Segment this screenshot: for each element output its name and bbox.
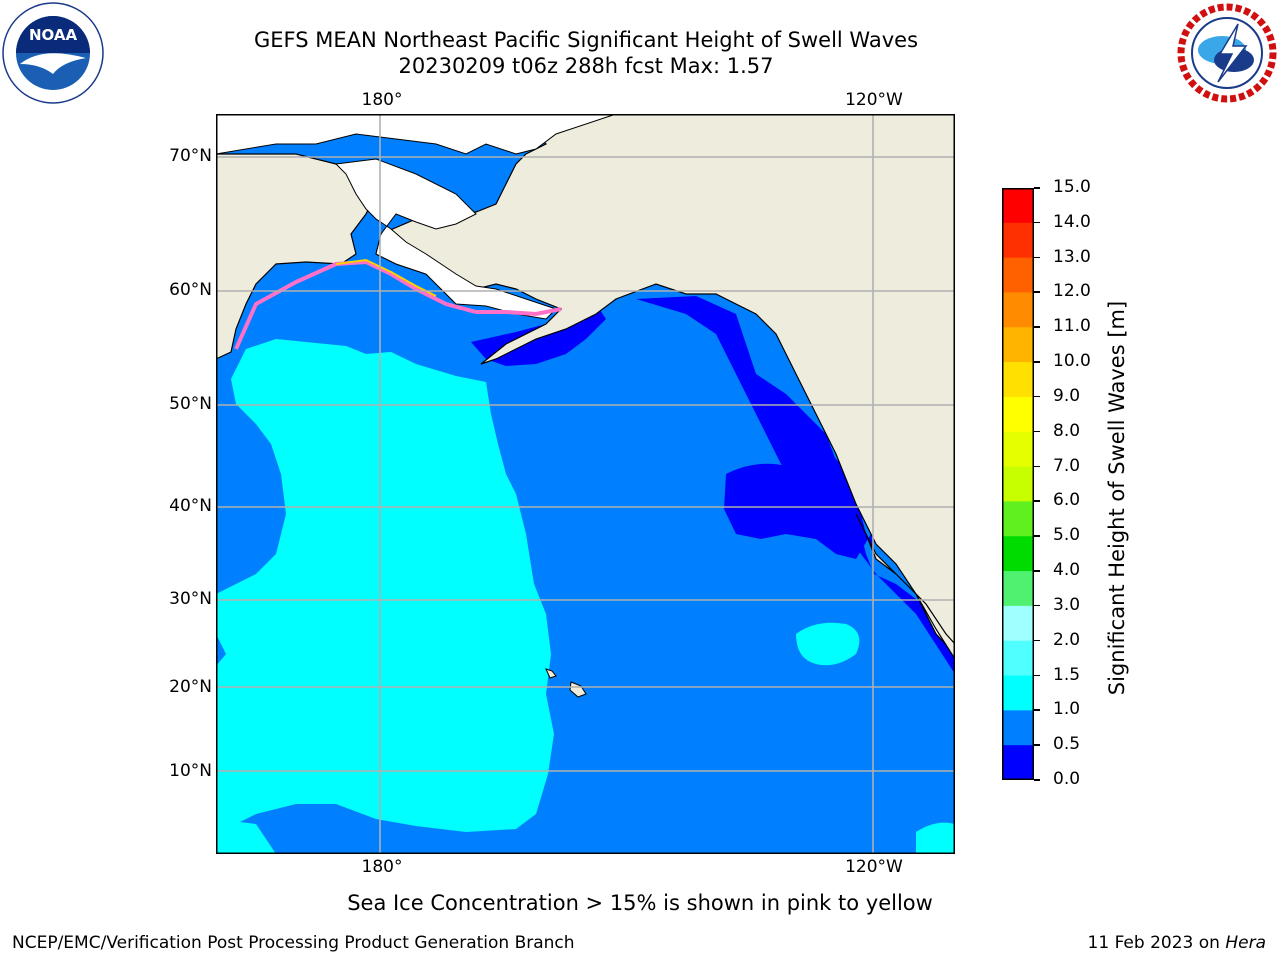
colorbar-tick-label: 0.5 [1053, 734, 1081, 755]
swell-deep-blue-coast [636, 296, 955, 674]
lat-label-40n: 40°N [169, 496, 212, 516]
map-title: GEFS MEAN Northeast Pacific Significant … [253, 28, 919, 52]
colorbar-segment [1002, 257, 1034, 293]
colorbar-tick-mark [1034, 535, 1040, 537]
lat-label-10n: 10°N [169, 761, 212, 781]
colorbar-segment [1002, 745, 1034, 781]
colorbar-tick-mark [1034, 604, 1040, 607]
footer-credit: NCEP/EMC/Verification Post Processing Pr… [12, 933, 575, 953]
swell-cyan-patch-sw [216, 819, 276, 854]
colorbar-tick-mark [1034, 187, 1040, 189]
colorbar-tick-mark [1034, 779, 1040, 781]
colorbar-segment [1002, 640, 1034, 677]
lon-label-bottom-120w: 120°W [845, 857, 903, 877]
colorbar-tick-mark [1034, 361, 1040, 363]
colorbar [1002, 188, 1034, 781]
lat-label-60n: 60°N [169, 280, 212, 300]
footer-date: 11 Feb 2023 on Hera [1088, 933, 1266, 953]
colorbar-segment [1002, 188, 1034, 224]
map-subtitle: 20230209 t06z 288h fcst Max: 1.57 [398, 54, 774, 78]
land-hawaii [545, 668, 587, 698]
colorbar-tick-mark [1034, 570, 1040, 572]
colorbar-segment [1002, 571, 1034, 607]
colorbar-tick-label: 5.0 [1053, 525, 1081, 546]
colorbar-tick-label: 7.0 [1053, 455, 1081, 476]
colorbar-segment [1002, 222, 1034, 259]
footer-date-text: 11 Feb 2023 on [1087, 933, 1226, 953]
colorbar-segment [1002, 292, 1034, 328]
nws-logo [1176, 2, 1278, 104]
colorbar-segment [1002, 675, 1034, 711]
colorbar-segment [1002, 605, 1034, 642]
colorbar-tick-label: 1.5 [1053, 664, 1081, 685]
colorbar-tick-label: 12.0 [1053, 281, 1091, 302]
map-frame [216, 114, 955, 854]
colorbar-tick-mark [1034, 500, 1040, 502]
lon-label-top-180: 180° [361, 90, 403, 110]
colorbar-tick-label: 1.0 [1053, 699, 1081, 720]
sea-ice-fringe-yellow [335, 258, 437, 297]
colorbar-segment [1002, 396, 1034, 433]
colorbar-tick-mark [1034, 744, 1040, 746]
colorbar-label: Significant Height of Swell Waves [m] [1105, 300, 1129, 696]
colorbar-tick-label: 13.0 [1053, 246, 1091, 267]
lon-label-top-120w: 120°W [845, 90, 903, 110]
colorbar-tick-mark [1034, 395, 1040, 398]
colorbar-tick-label: 3.0 [1053, 594, 1081, 615]
colorbar-tick-mark [1034, 639, 1040, 642]
colorbar-tick-label: 14.0 [1053, 211, 1091, 232]
colorbar-tick-mark [1034, 465, 1040, 468]
sea-ice-fringe [234, 259, 562, 350]
footer-host: Hera [1225, 933, 1266, 953]
colorbar-tick-label: 0.0 [1053, 769, 1081, 789]
colorbar-segment [1002, 431, 1034, 468]
noaa-logo: NOAA [2, 2, 104, 104]
swell-cyan-region [216, 339, 554, 834]
lat-label-70n: 70°N [169, 146, 212, 166]
colorbar-tick-label: 9.0 [1053, 385, 1081, 406]
colorbar-segment [1002, 536, 1034, 572]
colorbar-tick-label: 4.0 [1053, 560, 1081, 581]
colorbar-tick-label: 2.0 [1053, 629, 1081, 650]
colorbar-tick-label: 15.0 [1053, 177, 1091, 197]
colorbar-segment [1002, 710, 1034, 746]
colorbar-tick-mark [1034, 326, 1040, 328]
colorbar-tick-mark [1034, 430, 1040, 433]
colorbar-segment [1002, 501, 1034, 537]
colorbar-tick-label: 6.0 [1053, 490, 1081, 511]
sea-ice-caption: Sea Ice Concentration > 15% is shown in … [347, 891, 933, 915]
colorbar-tick-label: 8.0 [1053, 420, 1081, 441]
lat-label-30n: 30°N [169, 589, 212, 609]
graticule [216, 114, 955, 854]
lat-label-20n: 20°N [169, 677, 212, 697]
colorbar-tick-mark [1034, 674, 1040, 677]
colorbar-tick-label: 11.0 [1053, 316, 1091, 337]
colorbar-tick-mark [1034, 709, 1040, 711]
swell-cyan-patch [796, 622, 860, 666]
colorbar-segment [1002, 362, 1034, 398]
colorbar-segment [1002, 327, 1034, 363]
swell-cyan-patch-se [916, 822, 955, 854]
lat-label-50n: 50°N [169, 394, 212, 414]
colorbar-tick-mark [1034, 221, 1040, 224]
colorbar-tick-label: 10.0 [1053, 351, 1091, 372]
colorbar-tick-mark [1034, 291, 1040, 293]
land-north-america-south [855, 513, 956, 662]
colorbar-tick-mark [1034, 256, 1040, 259]
swell-height-map [215, 113, 956, 854]
colorbar-segment [1002, 466, 1034, 502]
svg-text:NOAA: NOAA [29, 26, 78, 44]
lon-label-bottom-180: 180° [361, 857, 403, 877]
